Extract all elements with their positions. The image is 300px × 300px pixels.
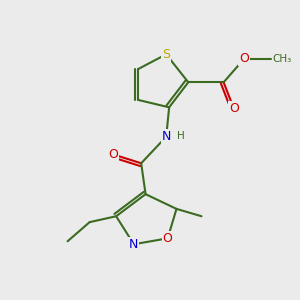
Text: O: O	[163, 232, 172, 245]
Text: O: O	[108, 148, 118, 161]
Text: CH₃: CH₃	[272, 54, 291, 64]
Text: N: N	[129, 238, 139, 251]
Text: S: S	[162, 48, 170, 61]
Text: O: O	[229, 102, 239, 115]
Text: N: N	[161, 130, 171, 143]
Text: O: O	[239, 52, 249, 65]
Text: H: H	[177, 131, 185, 141]
